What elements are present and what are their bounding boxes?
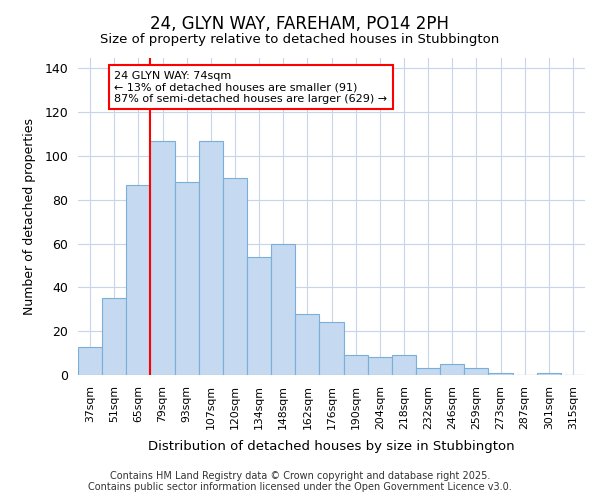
Bar xyxy=(151,140,175,375)
Bar xyxy=(464,368,488,375)
Text: 24 GLYN WAY: 74sqm
← 13% of detached houses are smaller (91)
87% of semi-detache: 24 GLYN WAY: 74sqm ← 13% of detached hou… xyxy=(114,70,388,104)
Bar xyxy=(488,373,512,375)
Bar xyxy=(126,184,151,375)
Bar xyxy=(223,178,247,375)
Text: Contains HM Land Registry data © Crown copyright and database right 2025.
Contai: Contains HM Land Registry data © Crown c… xyxy=(88,471,512,492)
Bar xyxy=(78,346,102,375)
Bar xyxy=(440,364,464,375)
Bar xyxy=(271,244,295,375)
Y-axis label: Number of detached properties: Number of detached properties xyxy=(23,118,36,315)
Text: Size of property relative to detached houses in Stubbington: Size of property relative to detached ho… xyxy=(100,32,500,46)
Bar xyxy=(368,358,392,375)
Bar xyxy=(319,322,344,375)
Bar xyxy=(247,257,271,375)
Bar xyxy=(344,356,368,375)
Bar xyxy=(102,298,126,375)
X-axis label: Distribution of detached houses by size in Stubbington: Distribution of detached houses by size … xyxy=(148,440,515,453)
Bar xyxy=(175,182,199,375)
Bar xyxy=(537,373,561,375)
Bar xyxy=(416,368,440,375)
Bar xyxy=(392,356,416,375)
Bar xyxy=(295,314,319,375)
Text: 24, GLYN WAY, FAREHAM, PO14 2PH: 24, GLYN WAY, FAREHAM, PO14 2PH xyxy=(151,15,449,33)
Bar xyxy=(199,140,223,375)
